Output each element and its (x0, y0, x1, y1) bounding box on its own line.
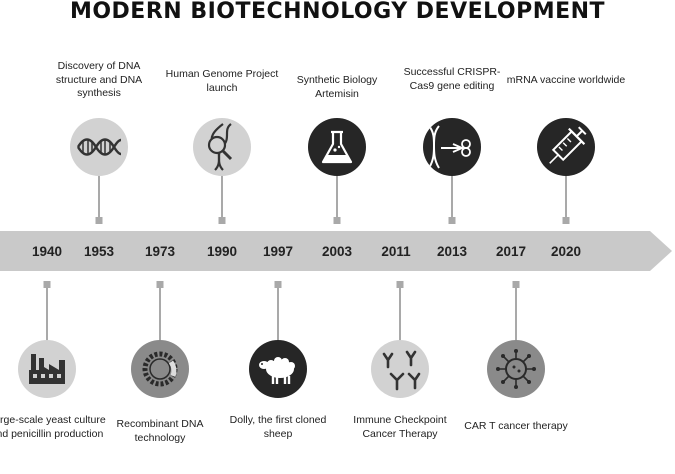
connector-1973 (159, 286, 161, 342)
event-label-1997: Dolly, the first cloned sheep (229, 414, 327, 440)
marker-1953 (95, 217, 103, 224)
year-2013: 2013 (436, 244, 468, 259)
antibody-icon (371, 340, 429, 398)
connector-1953 (98, 176, 100, 220)
connector-1940 (46, 286, 48, 342)
year-2003: 2003 (321, 244, 353, 259)
connector-2003 (336, 176, 338, 220)
marker-2011 (396, 281, 404, 288)
timeline-arrow (0, 231, 672, 271)
marker-2013 (448, 217, 456, 224)
year-1997: 1997 (262, 244, 294, 259)
plasmid-icon (131, 340, 189, 398)
event-label-2020: mRNA vaccine worldwide (506, 74, 626, 86)
connector-2011 (399, 286, 401, 342)
flask-icon (308, 118, 366, 176)
connector-1997 (277, 286, 279, 342)
marker-1990 (218, 217, 226, 224)
event-label-1953: Discovery of DNA structure and DNA synth… (55, 60, 143, 99)
year-1940: 1940 (31, 244, 63, 259)
year-1973: 1973 (144, 244, 176, 259)
event-label-1973: Recombinant DNA technology (116, 418, 204, 444)
event-label-1940: Large-scale yeast culture and penicillin… (0, 414, 106, 440)
sheep-icon (249, 340, 307, 398)
factory-icon (18, 340, 76, 398)
marker-2003 (333, 217, 341, 224)
year-2011: 2011 (381, 244, 411, 259)
connector-2020 (565, 176, 567, 220)
event-label-2011: Immune Checkpoint Cancer Therapy (353, 414, 447, 440)
car-t-cell-icon (487, 340, 545, 398)
event-label-2003: Synthetic Biology Artemisin (296, 74, 378, 100)
page-title: MODERN BIOTECHNOLOGY DEVELOPMENT (69, 0, 606, 24)
event-label-1990: Human Genome Project launch (165, 68, 279, 94)
connector-2013 (451, 176, 453, 220)
marker-1973 (156, 281, 164, 288)
year-1990: 1990 (206, 244, 238, 259)
event-label-2013: Successful CRISPR-Cas9 gene editing (403, 66, 501, 92)
marker-2017 (512, 281, 520, 288)
year-2017: 2017 (495, 244, 527, 259)
year-2020: 2020 (550, 244, 582, 259)
dna-magnifier-icon (193, 118, 251, 176)
marker-2020 (562, 217, 570, 224)
crispr-scissors-icon (423, 118, 481, 176)
marker-1997 (274, 281, 282, 288)
year-1953: 1953 (83, 244, 115, 259)
event-label-2017: CAR T cancer therapy (464, 420, 568, 432)
connector-1990 (221, 176, 223, 220)
syringe-icon (537, 118, 595, 176)
dna-helix-icon (70, 118, 128, 176)
connector-2017 (515, 286, 517, 342)
marker-1940 (43, 281, 51, 288)
